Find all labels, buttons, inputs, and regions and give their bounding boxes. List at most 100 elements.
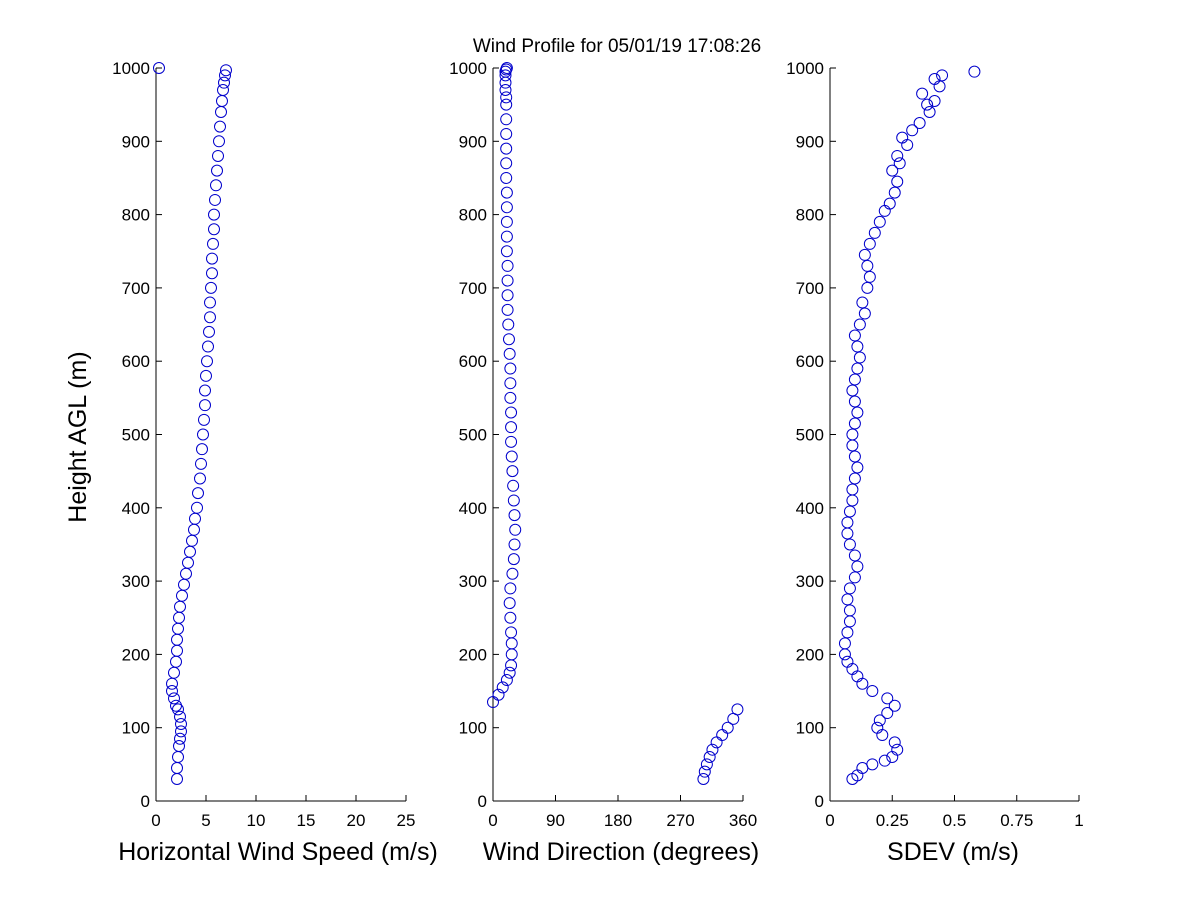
sdev-data-point <box>843 538 856 551</box>
speed-data-point <box>174 732 186 745</box>
speed-data-point <box>173 611 185 624</box>
speed-data-point <box>184 545 196 558</box>
direction-data-point <box>499 69 512 82</box>
direction-data-point <box>499 83 512 96</box>
speed-data-point <box>202 340 214 353</box>
direction-data-point <box>731 703 744 716</box>
speed-y-tick-label: 1000 <box>112 59 150 78</box>
speed-data-point <box>182 556 194 569</box>
sdev-data-point <box>881 692 894 705</box>
speed-y-tick-label: 100 <box>122 719 150 738</box>
sdev-data-point <box>878 204 891 217</box>
speed-data-point <box>189 512 201 525</box>
speed-data-point <box>175 718 187 731</box>
speed-data-point <box>194 472 206 485</box>
sdev-data-point <box>896 131 909 144</box>
speed-y-tick-label: 500 <box>122 426 150 445</box>
sdev-data-point <box>846 384 859 397</box>
sdev-data-point <box>878 754 891 767</box>
direction-data-point <box>500 171 513 184</box>
sdev-data-point <box>893 157 906 170</box>
sdev-data-point <box>848 373 861 386</box>
sdev-panel: SDEV (m/s) 0 0.25 0.5 0.75 1 0 100 200 300 400 500… <box>786 59 1084 866</box>
direction-data-point <box>505 648 518 661</box>
direction-data-point <box>500 186 513 199</box>
sdev-data-point <box>841 626 854 639</box>
speed-data-point <box>171 762 183 775</box>
speed-data-point <box>201 355 213 368</box>
direction-data-point <box>503 597 516 610</box>
speed-data-point <box>186 534 198 547</box>
sdev-data-point <box>846 494 859 507</box>
sdev-y-tick-label: 500 <box>796 426 824 445</box>
direction-y-tick-label: 200 <box>459 645 487 664</box>
sdev-data-point <box>866 758 879 771</box>
speed-data-point <box>200 369 212 382</box>
speed-data-point <box>220 64 232 77</box>
direction-data-point <box>504 362 517 375</box>
wind-speed-x-label: Horizontal Wind Speed (m/s) <box>118 838 438 866</box>
speed-data-point <box>208 208 220 221</box>
sdev-y-tick-label: 400 <box>796 499 824 518</box>
direction-data-point <box>502 318 515 331</box>
speed-data-point <box>195 457 207 470</box>
speed-data-point <box>206 267 218 280</box>
sdev-x-tick-label: 1 <box>1074 811 1083 830</box>
direction-y-tick-label: 300 <box>459 572 487 591</box>
sdev-data-point <box>861 281 874 294</box>
sdev-data-point <box>841 527 854 540</box>
speed-data-point <box>210 179 222 192</box>
sdev-data-point <box>848 395 861 408</box>
speed-x-tick-label: 25 <box>397 811 416 830</box>
sdev-data-point <box>838 637 851 650</box>
sdev-x-tick-label: 0 <box>825 811 834 830</box>
sdev-data-point <box>858 307 871 320</box>
speed-data-point <box>205 281 217 294</box>
sdev-y-tick-label: 0 <box>815 792 824 811</box>
direction-data-point <box>496 681 509 694</box>
sdev-data-point <box>851 461 864 474</box>
speed-x-tick-label: 10 <box>247 811 266 830</box>
sdev-data-point <box>856 762 869 775</box>
sdev-data-point <box>853 318 866 331</box>
sdev-data-point <box>871 721 884 734</box>
sdev-data-point <box>886 164 899 177</box>
sdev-data-point <box>888 699 901 712</box>
direction-data-point <box>703 751 716 764</box>
speed-y-tick-label: 0 <box>141 792 150 811</box>
direction-y-tick-label: 1000 <box>449 59 487 78</box>
direction-data-point <box>500 113 513 126</box>
sdev-data-point <box>913 116 926 129</box>
speed-y-tick-label: 400 <box>122 499 150 518</box>
sdev-data-point <box>848 571 861 584</box>
figure-title: Wind Profile for 05/01/19 17:08:26 <box>473 36 761 57</box>
sdev-data-point <box>843 615 856 628</box>
direction-x-tick-label: 360 <box>729 811 757 830</box>
speed-data-point <box>172 751 184 764</box>
sdev-data-point <box>843 505 856 518</box>
sdev-data-point <box>846 663 859 676</box>
direction-data-point <box>501 303 514 316</box>
speed-data-point <box>192 487 204 500</box>
sdev-data-point <box>841 593 854 606</box>
speed-data-point <box>171 773 183 786</box>
height-y-label: Height AGL (m) <box>64 351 92 522</box>
sdev-data-point <box>843 582 856 595</box>
direction-x-tick-label: 270 <box>666 811 694 830</box>
speed-x-tick-label: 5 <box>201 811 210 830</box>
speed-data-point <box>191 501 203 514</box>
speed-data-point <box>153 62 165 74</box>
direction-data-point <box>505 626 518 639</box>
direction-data-point <box>697 773 710 786</box>
sdev-data-point <box>891 149 904 162</box>
sdev-data-point <box>838 648 851 661</box>
speed-data-point <box>197 428 209 441</box>
direction-data-point <box>501 289 514 302</box>
direction-data-point <box>506 465 519 478</box>
speed-data-point <box>170 699 182 712</box>
sdev-data-point <box>848 417 861 430</box>
direction-data-point <box>698 765 711 778</box>
direction-data-point <box>506 567 519 580</box>
speed-data-point <box>217 83 229 96</box>
speed-data-point <box>209 193 221 206</box>
